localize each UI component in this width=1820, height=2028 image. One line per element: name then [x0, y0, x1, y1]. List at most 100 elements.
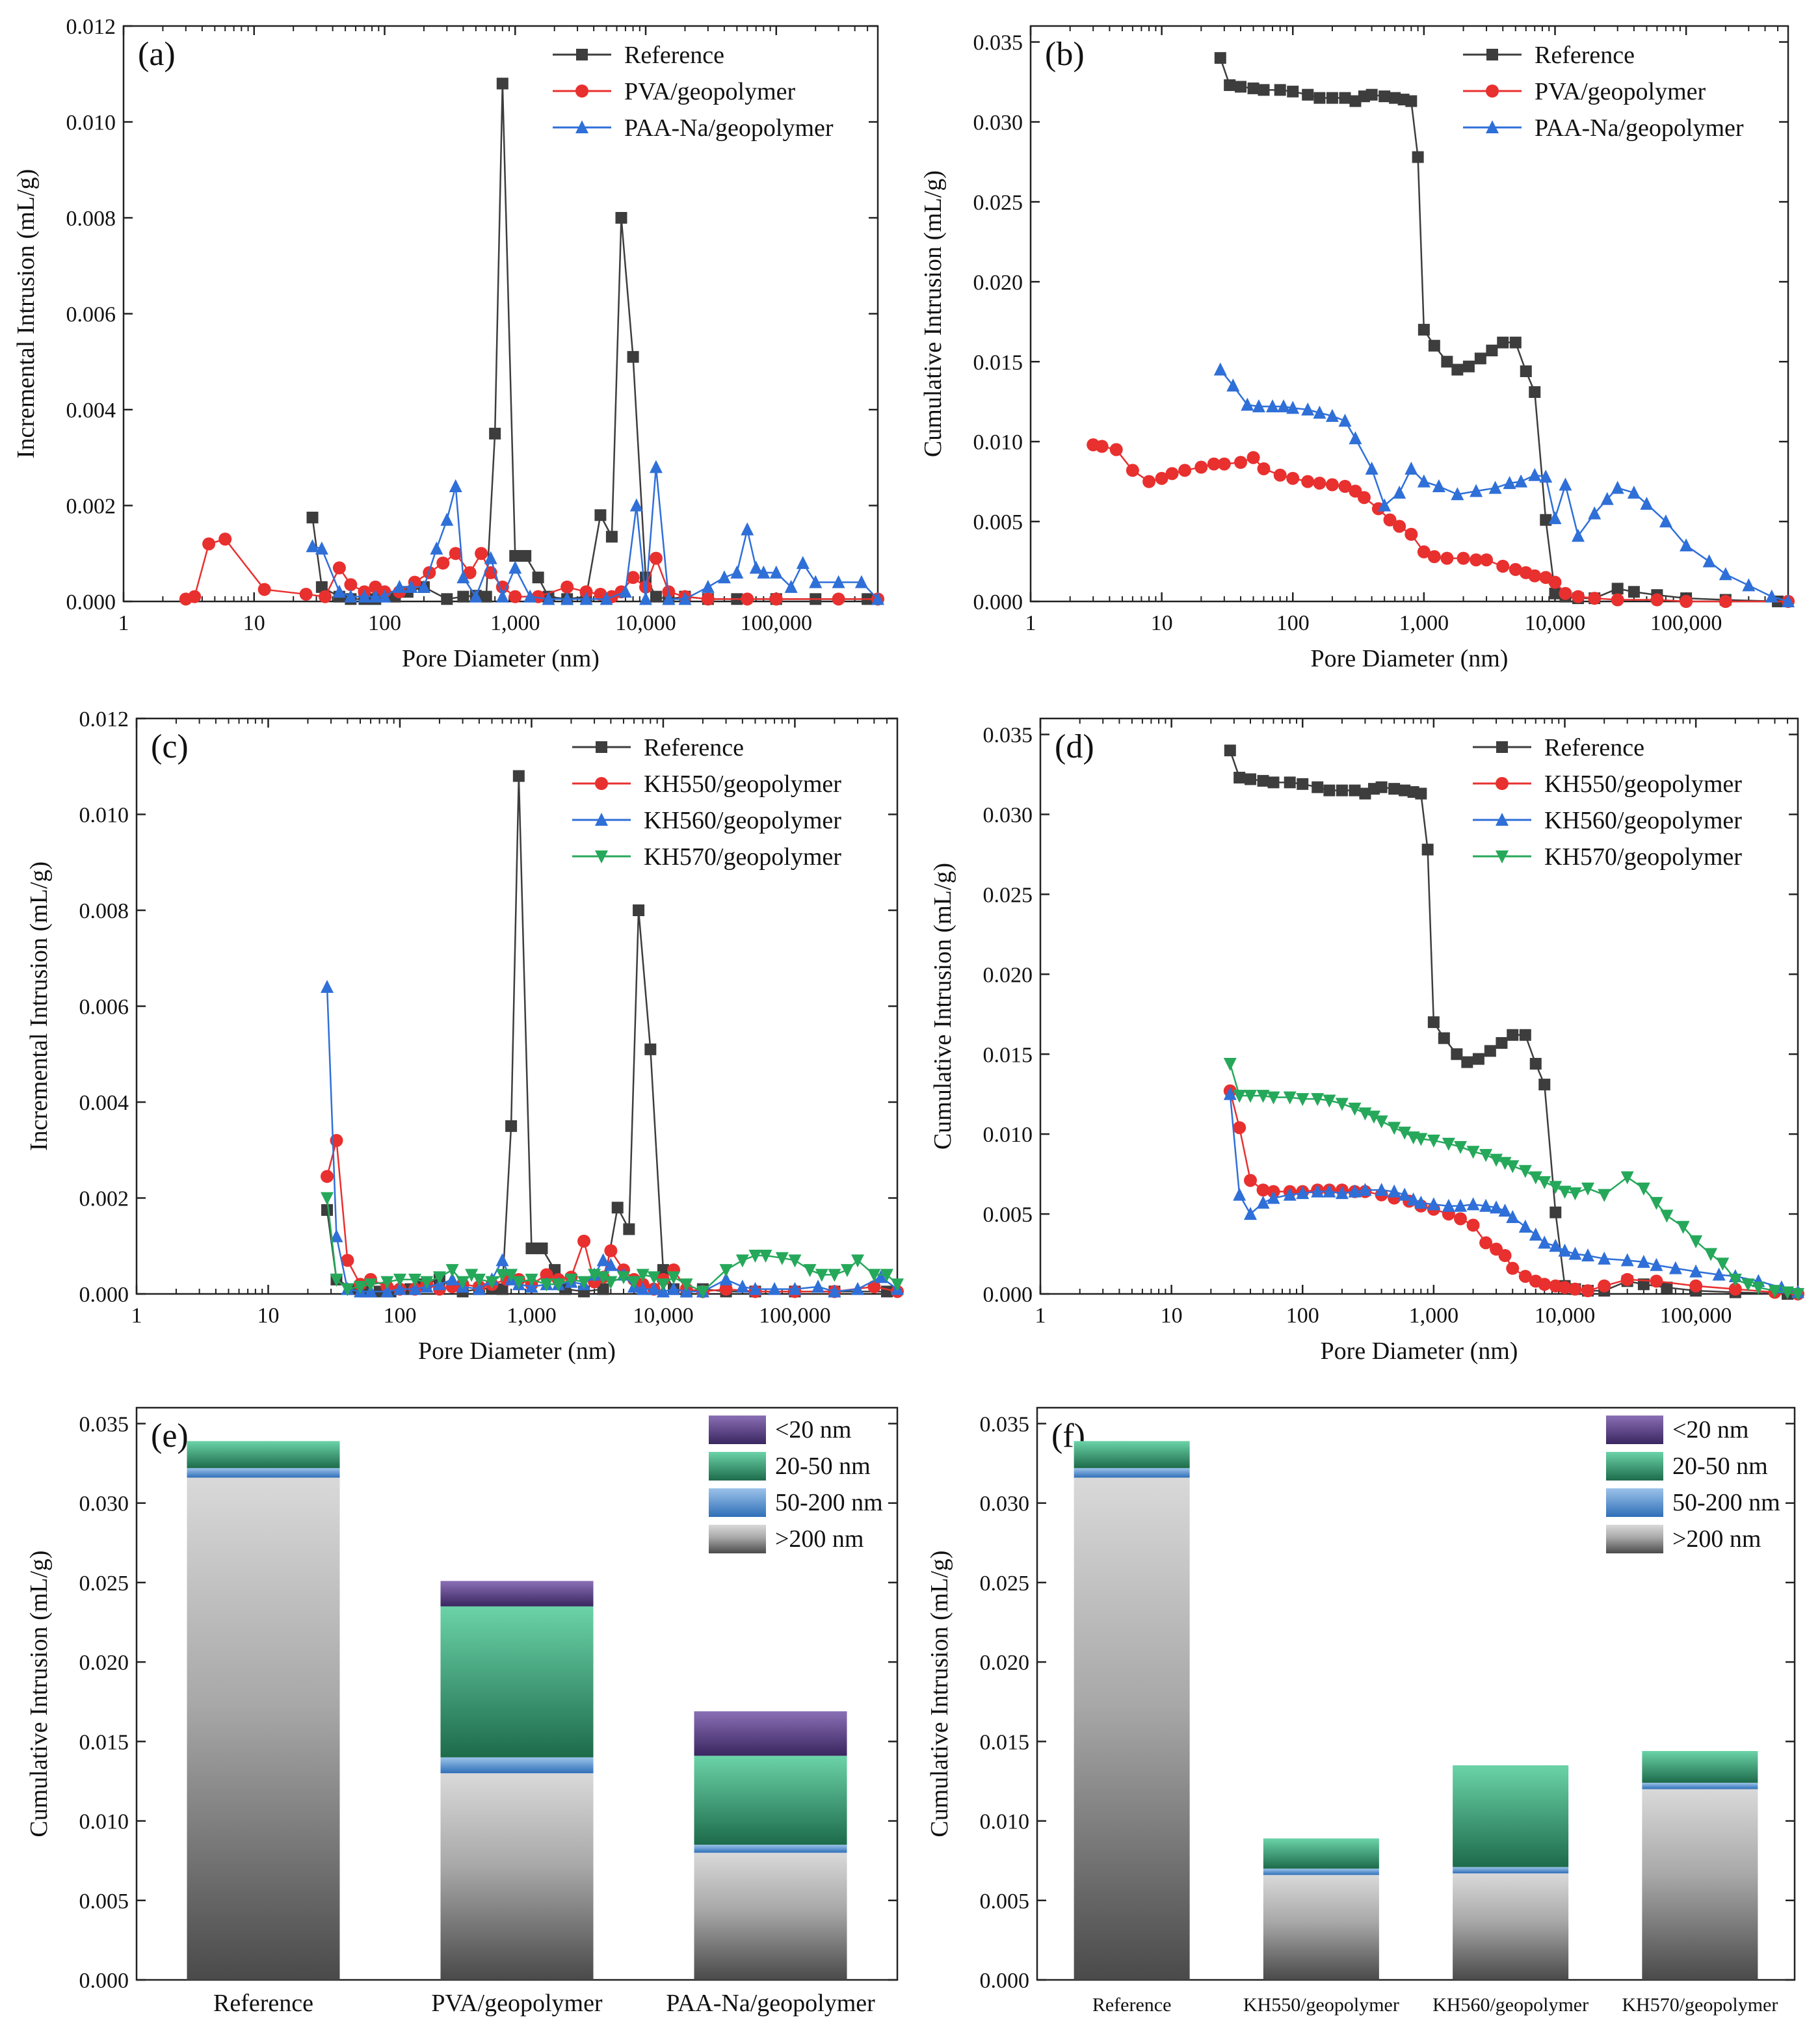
data-point — [1611, 593, 1624, 607]
data-point — [604, 1276, 618, 1289]
y-tick-label: 0.008 — [79, 899, 129, 923]
plot-frame — [1036, 1406, 1796, 1981]
data-point — [1155, 471, 1168, 485]
y-axis-label: Incremental Intrusion (mL/g) — [12, 169, 40, 458]
series-PVA/geopolymer — [1087, 438, 1795, 608]
y-tick-label: 0.000 — [79, 1283, 129, 1307]
data-point — [540, 1278, 553, 1292]
data-point — [1581, 1182, 1594, 1196]
data-point — [1286, 471, 1300, 485]
data-point — [1548, 575, 1562, 589]
y-tick-label: 0.035 — [983, 724, 1033, 748]
panel-a: 0.000 0.002 0.004 0.006 0.008 0.010 0.012 Incre… — [12, 15, 884, 672]
x-tick-label: 100 — [1286, 1304, 1319, 1328]
data-point — [1223, 1058, 1237, 1071]
data-point — [1451, 363, 1464, 376]
data-point — [1507, 1029, 1519, 1041]
data-point — [1142, 475, 1156, 488]
data-point — [757, 565, 771, 579]
y-tick-label: 0.025 — [973, 191, 1023, 215]
data-point — [1284, 776, 1296, 789]
data-point — [1509, 336, 1522, 349]
bar-segment — [1263, 1875, 1379, 1980]
data-point — [656, 1278, 670, 1292]
data-point — [321, 1204, 334, 1216]
y-tick-label: 0.015 — [980, 1730, 1030, 1754]
data-point — [1470, 553, 1483, 567]
y-tick-label: 0.002 — [79, 1187, 129, 1211]
data-point — [1247, 82, 1259, 94]
legend-label: KH550/geopolymer — [644, 770, 841, 798]
y-axis-label: Cumulative Intrusion (mL/g) — [25, 1550, 53, 1837]
x-tick-label: 10,000 — [633, 1304, 694, 1328]
data-point — [1549, 587, 1561, 599]
data-point — [1258, 84, 1270, 96]
data-point — [701, 579, 715, 593]
legend-label: >200 nm — [775, 1525, 864, 1553]
data-point — [1348, 1102, 1362, 1116]
data-point — [1388, 1122, 1401, 1135]
data-point — [1358, 1183, 1372, 1196]
data-point — [508, 590, 522, 603]
data-point — [1393, 520, 1406, 533]
x-tick-label: 10,000 — [1535, 1304, 1596, 1328]
data-point — [440, 512, 454, 526]
y-tick-label: 0.030 — [973, 111, 1023, 135]
data-point — [369, 589, 382, 603]
data-point — [1689, 1264, 1703, 1278]
legend-swatch — [1606, 1525, 1663, 1553]
data-point — [496, 77, 508, 90]
data-point — [1529, 1228, 1542, 1241]
legend-marker — [1496, 813, 1509, 826]
x-category-label: PAA-Na/geopolymer — [666, 1990, 875, 2017]
data-point — [629, 498, 643, 512]
data-point — [1417, 474, 1431, 488]
data-point — [627, 1276, 641, 1289]
data-point — [1442, 1137, 1455, 1151]
data-point — [701, 592, 715, 606]
data-point — [1375, 1115, 1388, 1129]
data-point — [1312, 781, 1324, 793]
data-point — [1550, 1206, 1562, 1218]
data-point — [1598, 1189, 1611, 1202]
data-point — [495, 589, 509, 603]
bar-segment — [1642, 1782, 1758, 1789]
data-point — [1335, 1098, 1349, 1111]
x-tick-label: 10 — [257, 1304, 279, 1328]
data-point — [639, 580, 653, 594]
data-point — [788, 1254, 802, 1268]
data-point — [1628, 586, 1640, 598]
series-line — [311, 83, 868, 600]
y-tick-label: 0.005 — [79, 1890, 129, 1914]
data-point — [1741, 1278, 1755, 1292]
data-point — [489, 427, 501, 440]
data-point — [1454, 1140, 1468, 1154]
data-point — [1405, 527, 1418, 541]
bar-segment — [694, 1852, 847, 1980]
data-point — [1398, 1187, 1412, 1201]
data-point — [1365, 461, 1378, 475]
data-point — [719, 1272, 733, 1285]
data-point — [299, 587, 313, 601]
data-point — [321, 1170, 334, 1183]
y-tick-label: 0.030 — [980, 1492, 1030, 1516]
y-tick-label: 0.004 — [66, 399, 116, 423]
legend-label: KH550/geopolymer — [1544, 770, 1742, 798]
data-point — [1267, 1191, 1280, 1204]
series-line — [312, 467, 878, 600]
data-point — [1323, 784, 1336, 797]
data-point — [1568, 1246, 1582, 1260]
y-tick-label: 0.008 — [66, 207, 116, 231]
panel-f: 0.000 0.005 0.010 0.015 0.020 0.025 0.030 0.035… — [926, 1406, 1796, 2016]
data-point — [1286, 401, 1300, 414]
data-point — [449, 547, 462, 560]
legend-marker — [1496, 850, 1509, 863]
data-point — [1689, 1235, 1703, 1248]
data-point — [523, 589, 537, 603]
legend: <20 nm 20-50 nm 50-200 nm >200 nm — [1606, 1416, 1780, 1553]
data-point — [1398, 1126, 1412, 1140]
data-point — [1588, 506, 1602, 520]
data-point — [604, 1244, 618, 1258]
data-point — [1598, 1279, 1611, 1293]
data-point — [393, 1282, 406, 1295]
